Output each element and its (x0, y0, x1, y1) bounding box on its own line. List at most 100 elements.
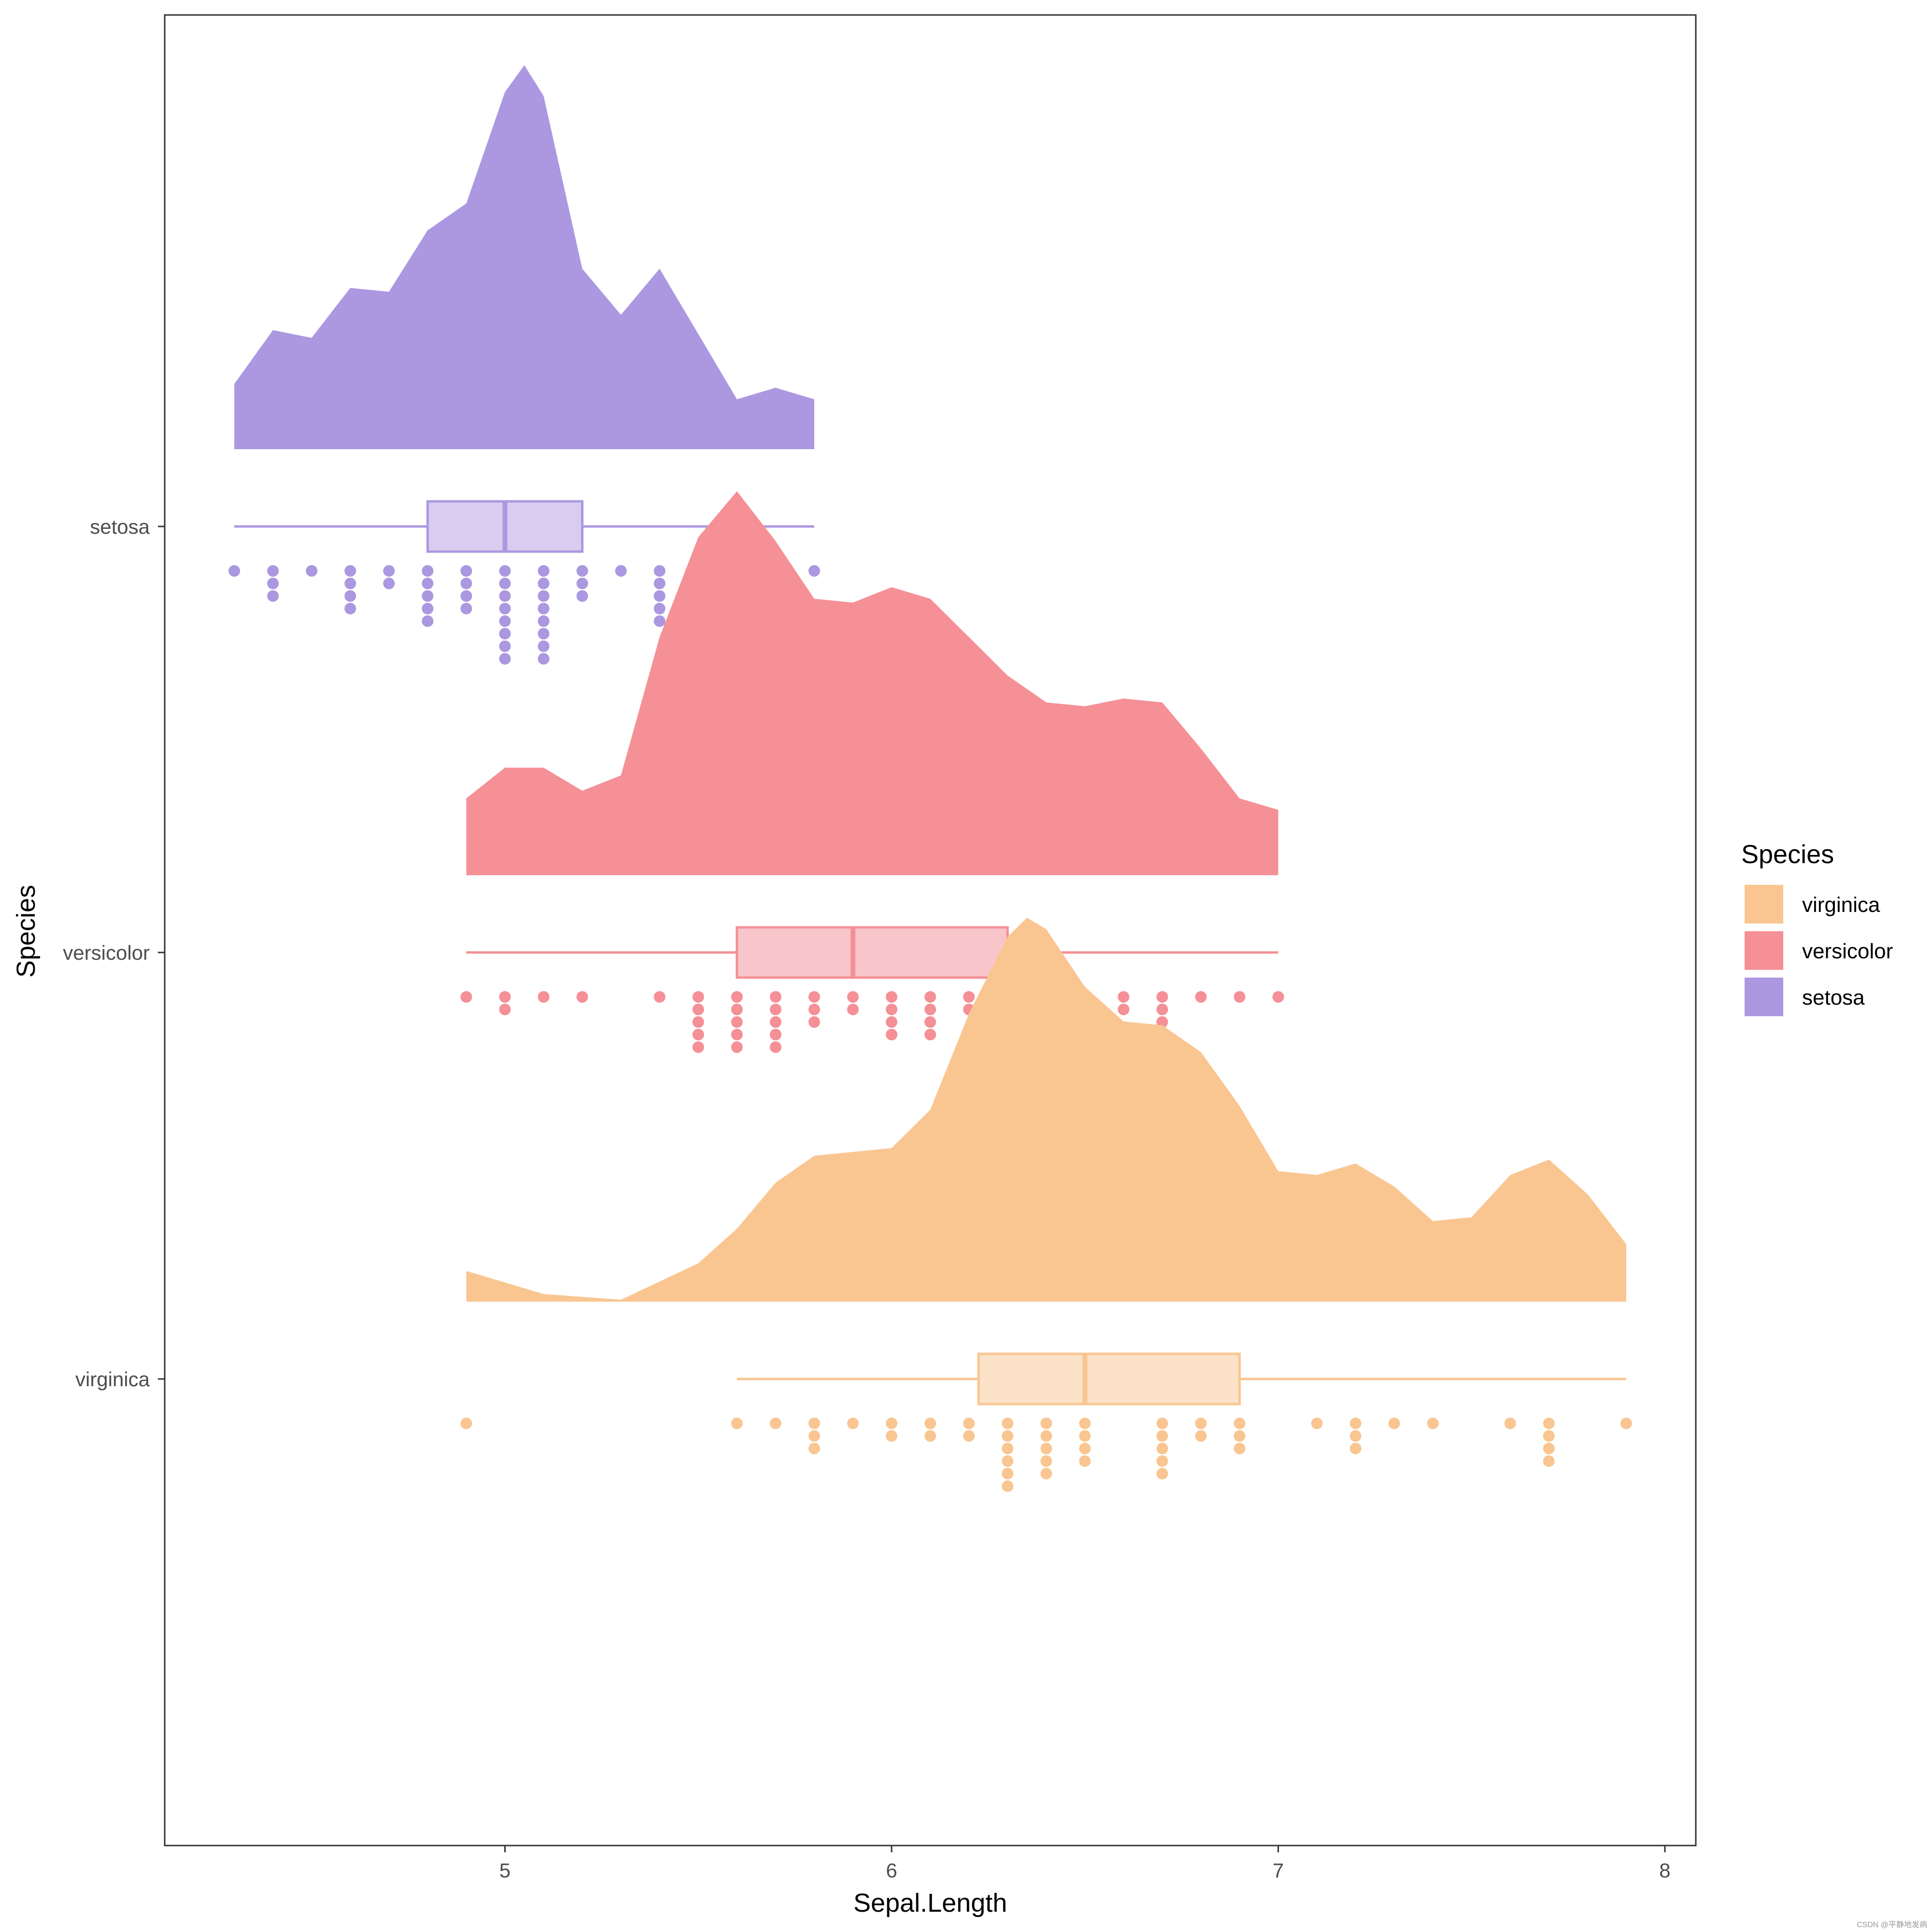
dot-setosa (538, 590, 550, 602)
dot-virginica (1002, 1455, 1014, 1467)
dot-virginica (1156, 1443, 1168, 1454)
dot-versicolor (1156, 991, 1168, 1003)
dot-virginica (1156, 1418, 1168, 1429)
dot-versicolor (885, 991, 897, 1003)
dot-setosa (653, 565, 666, 577)
dot-virginica (1002, 1443, 1014, 1454)
dot-setosa (383, 565, 395, 577)
dot-virginica (1543, 1455, 1555, 1467)
dot-versicolor (808, 1016, 820, 1028)
dot-setosa (499, 628, 511, 639)
dot-virginica (1388, 1418, 1400, 1429)
dot-versicolor (692, 1004, 704, 1015)
x-tick-label: 7 (1273, 1859, 1284, 1882)
dot-versicolor (1156, 1004, 1168, 1015)
x-axis: 5 6 7 8 (499, 1846, 1671, 1882)
dot-virginica (1079, 1455, 1091, 1467)
dot-virginica (1234, 1430, 1246, 1442)
density-versicolor (466, 491, 1279, 875)
dot-virginica (1543, 1443, 1555, 1454)
dot-virginica (808, 1443, 820, 1454)
dot-versicolor (769, 1041, 781, 1053)
dot-setosa (499, 615, 511, 627)
dot-setosa (422, 578, 434, 589)
dot-versicolor (692, 1029, 704, 1040)
dot-virginica (1040, 1418, 1052, 1429)
dot-versicolor (808, 991, 820, 1003)
dot-virginica (1195, 1418, 1207, 1429)
dot-virginica (1350, 1418, 1362, 1429)
dot-versicolor (731, 1004, 743, 1015)
dot-virginica (1156, 1430, 1168, 1442)
dot-virginica (1195, 1430, 1207, 1442)
dot-virginica (1156, 1468, 1168, 1479)
dot-versicolor (769, 1004, 781, 1015)
dot-setosa (499, 653, 511, 665)
dot-virginica (1002, 1430, 1014, 1442)
dot-setosa (422, 565, 434, 577)
dot-virginica (1427, 1418, 1439, 1429)
dot-virginica (460, 1418, 472, 1429)
dot-virginica (808, 1430, 820, 1442)
dot-setosa (538, 628, 550, 639)
dot-virginica (1543, 1430, 1555, 1442)
dot-virginica (1040, 1468, 1052, 1479)
dot-setosa (538, 603, 550, 614)
dot-setosa (267, 565, 279, 577)
dot-virginica (808, 1418, 820, 1429)
dot-virginica (924, 1418, 936, 1429)
dot-setosa (460, 590, 472, 602)
dot-setosa (499, 578, 511, 589)
box-virginica (977, 1352, 1241, 1406)
dot-versicolor (653, 991, 666, 1003)
dot-versicolor (731, 1029, 743, 1040)
dot-versicolor (692, 991, 704, 1003)
dot-setosa (499, 590, 511, 602)
dot-setosa (499, 565, 511, 577)
dot-virginica (1504, 1418, 1516, 1429)
dot-setosa (538, 578, 550, 589)
dot-versicolor (885, 1016, 897, 1028)
plot-marks (228, 65, 1632, 1492)
y-axis: setosa versicolor virginica (63, 515, 165, 1391)
dot-versicolor (692, 1041, 704, 1053)
dot-setosa (499, 603, 511, 614)
x-tick-label: 6 (886, 1859, 897, 1882)
dot-setosa (344, 590, 356, 602)
dot-virginica (1002, 1418, 1014, 1429)
density-setosa (234, 65, 814, 449)
dot-versicolor (769, 1029, 781, 1040)
dot-setosa (576, 590, 588, 602)
dot-setosa (344, 603, 356, 614)
dot-versicolor (1118, 991, 1130, 1003)
dot-virginica (769, 1418, 781, 1429)
x-tick-label: 8 (1659, 1859, 1670, 1882)
dot-setosa (383, 578, 395, 589)
legend-label-virginica: virginica (1802, 893, 1880, 917)
dot-versicolor (499, 991, 511, 1003)
legend-title: Species (1741, 840, 1834, 869)
dot-virginica (1620, 1418, 1632, 1429)
dot-versicolor (924, 991, 936, 1003)
dot-setosa (460, 603, 472, 614)
y-tick-label: setosa (90, 515, 150, 538)
dot-setosa (538, 565, 550, 577)
dot-virginica (1079, 1430, 1091, 1442)
legend-label-setosa: setosa (1802, 986, 1865, 1009)
dot-virginica (1350, 1443, 1362, 1454)
dot-setosa (344, 578, 356, 589)
x-tick-label: 5 (499, 1859, 511, 1882)
dot-setosa (267, 578, 279, 589)
dot-setosa (538, 640, 550, 652)
dot-versicolor (538, 991, 550, 1003)
dot-setosa (538, 615, 550, 627)
dot-versicolor (1118, 1004, 1130, 1015)
dot-versicolor (885, 1004, 897, 1015)
dot-versicolor (1156, 1016, 1168, 1028)
watermark: CSDN @平静地发病 (1857, 1920, 1927, 1929)
panel-border (164, 14, 1697, 1847)
dot-virginica (1234, 1418, 1246, 1429)
dot-setosa (344, 565, 356, 577)
y-tick-label: versicolor (63, 941, 150, 964)
dot-versicolor (924, 1004, 936, 1015)
